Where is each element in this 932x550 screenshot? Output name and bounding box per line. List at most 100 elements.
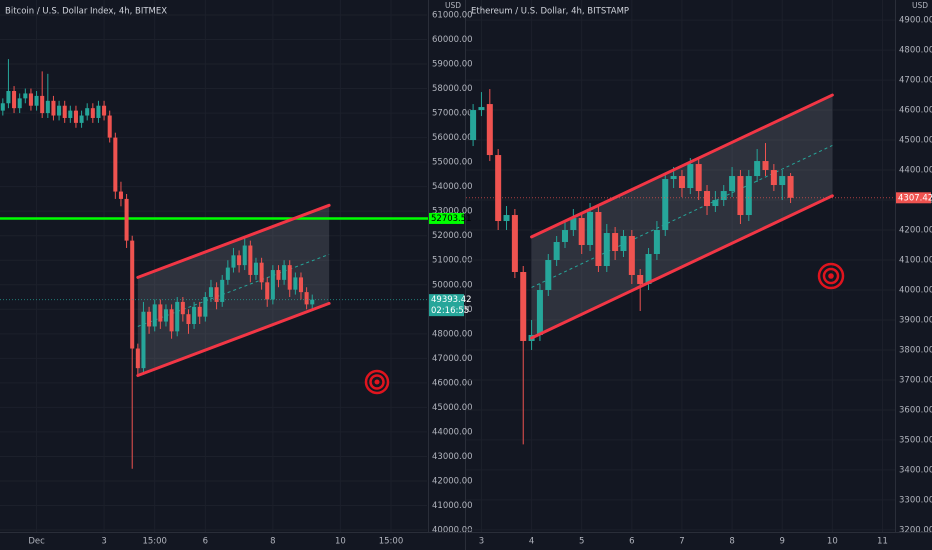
y-tick-label: 61000.00: [432, 10, 473, 20]
candle-body: [180, 301, 185, 315]
candle-body: [495, 155, 502, 222]
x-tick-label: 7: [679, 537, 684, 547]
candle-body: [754, 161, 761, 177]
candle-body: [17, 98, 22, 109]
y-tick-label: 48000.00: [432, 329, 473, 339]
candle-body: [612, 233, 619, 252]
candle-body: [720, 191, 727, 201]
y-tick-label: 44000.00: [432, 427, 473, 437]
hline-price-box: [429, 212, 464, 224]
candle-body: [520, 271, 527, 341]
countdown-label: 02:16:55: [431, 306, 469, 316]
candle-body: [253, 262, 259, 275]
candle-body: [186, 314, 191, 325]
y-tick-label: 52000.00: [432, 231, 473, 241]
candle-body: [6, 90, 11, 104]
y-tick-label: 4200.00: [899, 226, 932, 236]
last-price-box: [896, 192, 931, 204]
candle-body: [478, 107, 485, 111]
candle-body: [737, 176, 744, 216]
candle-body: [282, 265, 287, 280]
x-tick-label: 4: [529, 537, 534, 547]
x-tick-label: 10: [335, 537, 346, 547]
y-tick-label: 50000.00: [432, 280, 473, 290]
candle-body: [745, 176, 752, 216]
y-tick-label: 47000.00: [432, 354, 473, 364]
x-tick-label: 15:00: [379, 537, 404, 547]
candle-body: [628, 236, 635, 275]
candle-body: [113, 137, 118, 192]
y-tick-label: 60000.00: [432, 35, 473, 45]
channel-midline: [137, 253, 330, 327]
candle-body: [304, 292, 309, 305]
y-tick-label: 59000.00: [432, 60, 473, 70]
candle-body: [175, 301, 180, 332]
y-tick-label: 56000.00: [432, 133, 473, 143]
y-tick-label: 3400.00: [899, 465, 932, 475]
target-icon: [817, 262, 845, 290]
x-tick-label: Dec: [28, 537, 45, 547]
y-tick-label: 4400.00: [899, 166, 932, 176]
y-tick-label: 3700.00: [899, 375, 932, 385]
candle-body: [653, 230, 660, 255]
candle-body: [729, 176, 736, 192]
chart-title: Ethereum / U.S. Dollar, 4h, BITSTAMP: [471, 7, 629, 17]
candle-body: [670, 176, 677, 180]
candle-body: [293, 277, 298, 290]
candle-body: [214, 287, 219, 302]
y-tick-label: 3200.00: [899, 525, 932, 535]
candle-body: [298, 277, 304, 293]
y-tick-label: 3800.00: [899, 345, 932, 355]
y-tick-label: 55000.00: [432, 158, 473, 168]
candle-body: [511, 215, 518, 272]
candle-body: [107, 115, 112, 138]
candle-body: [40, 95, 45, 114]
candle-body: [197, 306, 202, 317]
candle-body: [158, 304, 163, 322]
y-tick-label: 3900.00: [899, 315, 932, 325]
candle-body: [152, 304, 157, 327]
y-tick-label: 40000.00: [432, 526, 473, 536]
candle-body: [248, 245, 253, 275]
chart-title: Bitcoin / U.S. Dollar Index, 4h, BITMEX: [5, 7, 167, 17]
candle-body: [270, 270, 275, 300]
candle-body: [96, 105, 101, 118]
y-tick-label: 57000.00: [432, 109, 473, 119]
candle-body: [225, 267, 230, 280]
candle-body: [141, 311, 146, 369]
candle-body: [770, 170, 777, 186]
candle-body: [124, 198, 129, 241]
last-price-label: 49393.42: [431, 295, 472, 305]
candle-body: [276, 270, 281, 280]
y-tick-label: 3600.00: [899, 405, 932, 415]
x-tick-label: 8: [729, 537, 734, 547]
candle-body: [85, 108, 90, 116]
candle-body: [0, 103, 5, 111]
candle-body: [287, 265, 292, 290]
y-tick-label: 43000.00: [432, 452, 473, 462]
candle-body: [118, 191, 123, 199]
candle-body: [79, 115, 84, 123]
candle-body: [310, 299, 315, 305]
y-tick-label: 4500.00: [899, 136, 932, 146]
target-icon: [369, 374, 385, 390]
target-icons: [364, 262, 845, 395]
candle-body: [779, 176, 786, 186]
candle-body: [687, 164, 694, 189]
target-icon: [364, 369, 390, 395]
y-tick-label: 58000.00: [432, 84, 473, 94]
candle-body: [595, 212, 602, 266]
candle-body: [130, 240, 135, 349]
candle-body: [620, 236, 627, 252]
candle-body: [553, 242, 560, 261]
channel-line: [530, 194, 834, 340]
x-tick-label: 3: [101, 537, 106, 547]
y-tick-label: 4900.00: [899, 16, 932, 26]
candle-body: [163, 309, 168, 322]
candle-body: [545, 260, 552, 290]
candle-body: [12, 90, 17, 109]
currency-label: USD: [445, 1, 461, 10]
x-tick-label: 9: [780, 537, 785, 547]
channel-line: [136, 301, 331, 378]
